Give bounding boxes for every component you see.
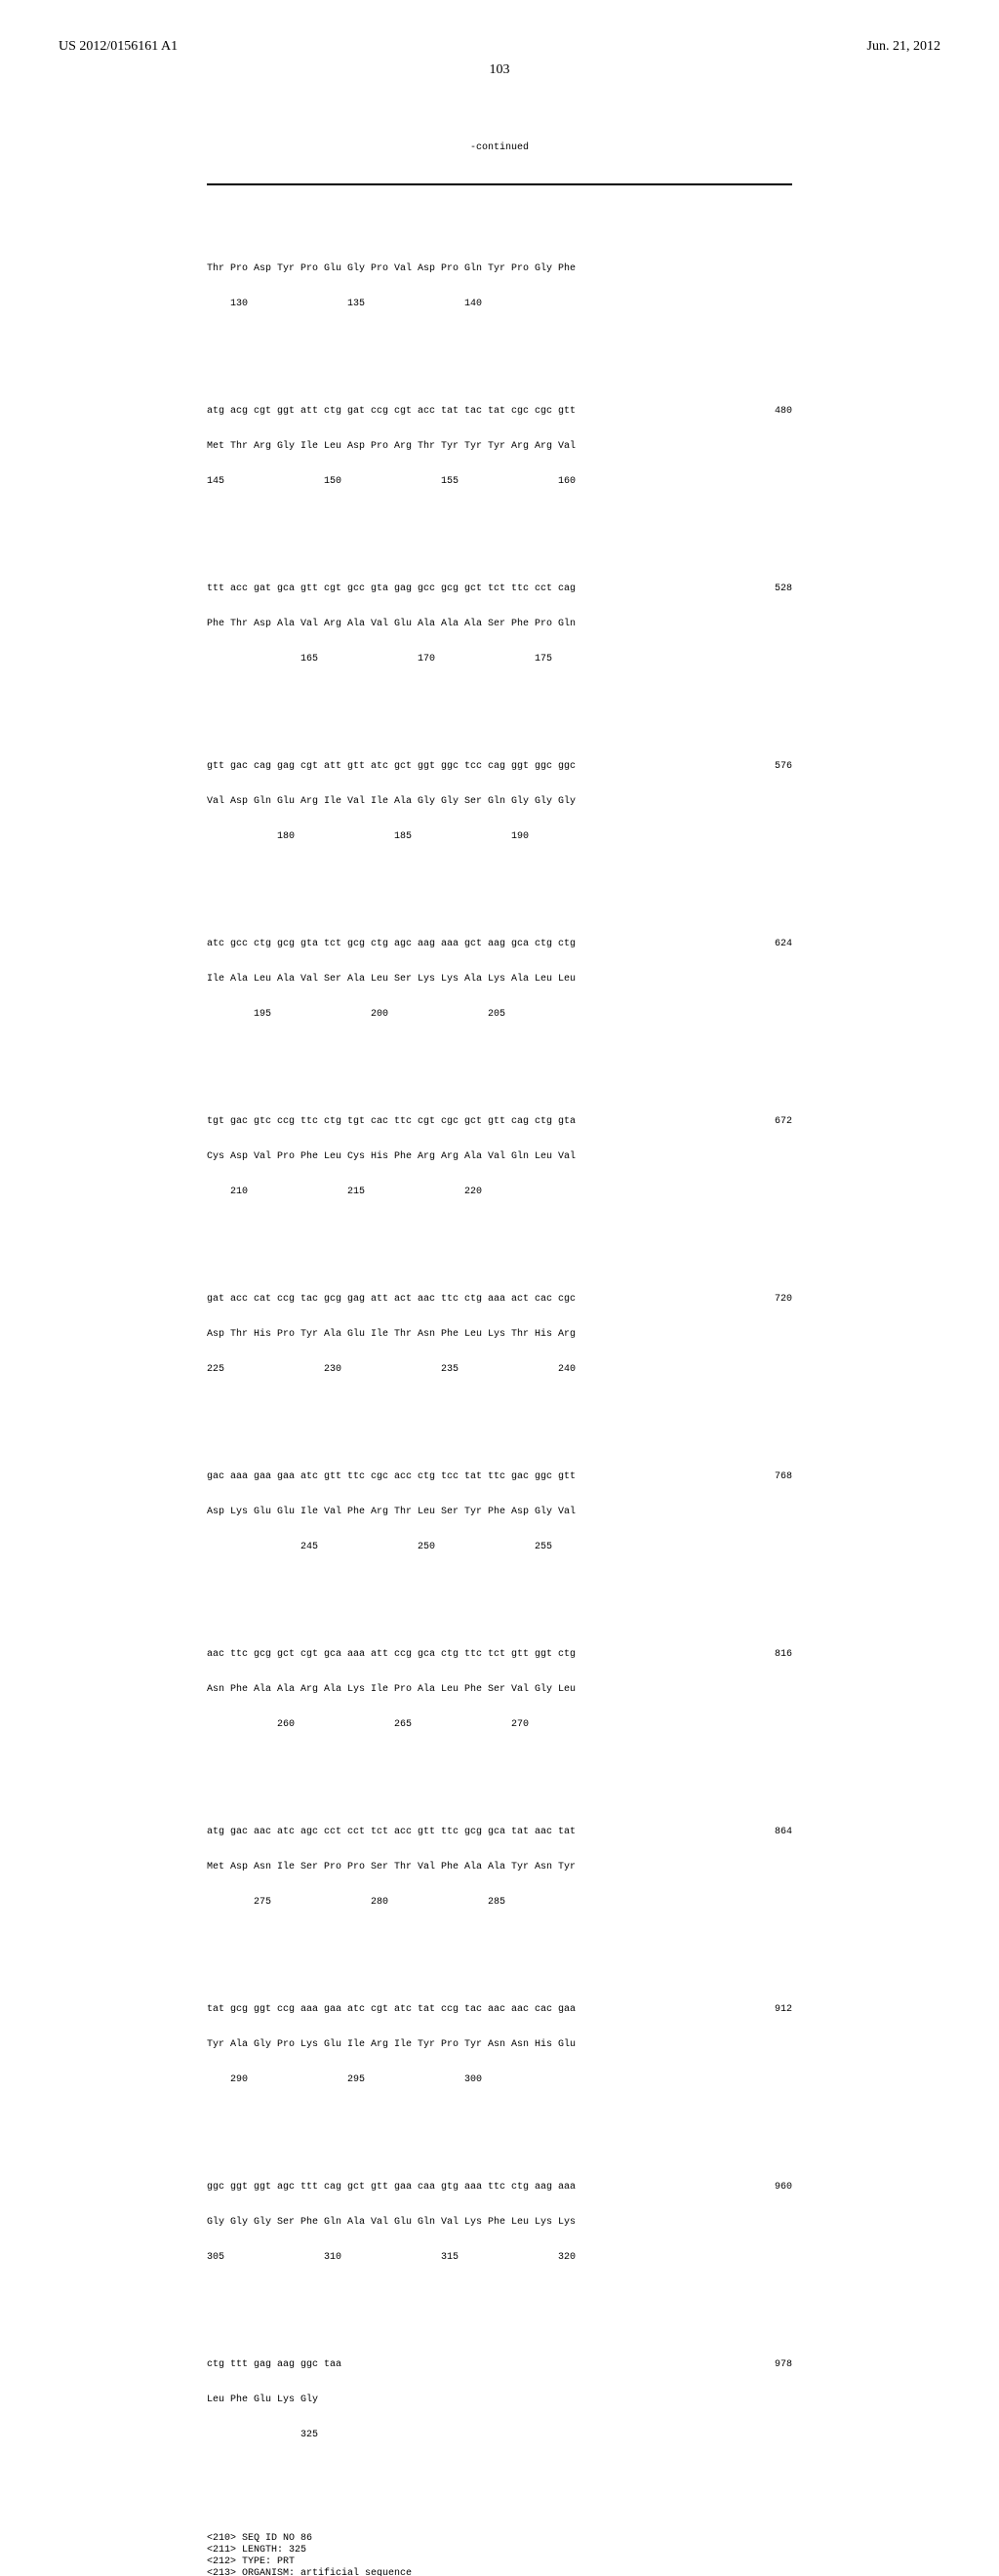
amino-line: Met Thr Arg Gly Ile Leu Asp Pro Arg Thr … <box>207 441 734 453</box>
seq-block: gat acc cat ccg tac gcg gag att act aac … <box>207 1270 792 1399</box>
pos-line: 275 280 285 <box>207 1897 734 1909</box>
nuc-pos: 528 <box>734 584 792 595</box>
continued-label: -continued <box>207 142 792 154</box>
pos-line: 305 310 315 320 <box>207 2252 734 2264</box>
pos-line: 225 230 235 240 <box>207 1364 734 1376</box>
seq-block: atg gac aac atc agc cct cct tct acc gtt … <box>207 1803 792 1932</box>
nuc-pos: 672 <box>734 1116 792 1128</box>
amino-line: Gly Gly Gly Ser Phe Gln Ala Val Glu Gln … <box>207 2217 734 2229</box>
seq-block: aac ttc gcg gct cgt gca aaa att ccg gca … <box>207 1626 792 1754</box>
amino-line: Cys Asp Val Pro Phe Leu Cys His Phe Arg … <box>207 1151 734 1163</box>
nuc-line: tgt gac gtc ccg ttc ctg tgt cac ttc cgt … <box>207 1116 734 1128</box>
top-rule <box>207 183 792 185</box>
publication-number: US 2012/0156161 A1 <box>59 39 178 55</box>
nuc-line: atg gac aac atc agc cct cct tct acc gtt … <box>207 1827 734 1838</box>
nuc-line: gtt gac cag gag cgt att gtt atc gct ggt … <box>207 761 734 773</box>
pos-line: 210 215 220 <box>207 1187 734 1198</box>
seq-block: ctg ttt gag aag ggc taa978 Leu Phe Glu L… <box>207 2336 792 2465</box>
nuc-line: gat acc cat ccg tac gcg gag att act aac … <box>207 1294 734 1306</box>
seq-block: atc gcc ctg gcg gta tct gcg ctg agc aag … <box>207 915 792 1044</box>
nuc-pos: 720 <box>734 1294 792 1306</box>
nuc-pos: 978 <box>734 2359 792 2371</box>
seq-block: gtt gac cag gag cgt att gtt atc gct ggt … <box>207 738 792 866</box>
nuc-line: atg acg cgt ggt att ctg gat ccg cgt acc … <box>207 406 734 418</box>
seq-86-header: <210> SEQ ID NO 86 <211> LENGTH: 325 <21… <box>207 2533 792 2576</box>
seq-block: ttt acc gat gca gtt cgt gcc gta gag gcc … <box>207 560 792 689</box>
seq-block: tat gcg ggt ccg aaa gaa atc cgt atc tat … <box>207 1981 792 2110</box>
seq-block: tgt gac gtc ccg ttc ctg tgt cac ttc cgt … <box>207 1093 792 1222</box>
nuc-line: ttt acc gat gca gtt cgt gcc gta gag gcc … <box>207 584 734 595</box>
nuc-pos: 768 <box>734 1471 792 1483</box>
page-header: US 2012/0156161 A1 Jun. 21, 2012 <box>59 39 940 55</box>
meta-line: <210> SEQ ID NO 86 <box>207 2533 312 2544</box>
nuc-pos: 912 <box>734 2004 792 2016</box>
nuc-line: aac ttc gcg gct cgt gca aaa att ccg gca … <box>207 1649 734 1661</box>
pos-line: 245 250 255 <box>207 1542 734 1553</box>
meta-line: <211> LENGTH: 325 <box>207 2545 306 2556</box>
nuc-pos: 624 <box>734 939 792 950</box>
seq-block: ggc ggt ggt agc ttt cag gct gtt gaa caa … <box>207 2158 792 2287</box>
meta-line: <212> TYPE: PRT <box>207 2556 295 2567</box>
amino-line: Asp Thr His Pro Tyr Ala Glu Ile Thr Asn … <box>207 1329 734 1341</box>
pos-line: 260 265 270 <box>207 1719 734 1731</box>
page-number: 103 <box>59 62 940 78</box>
nuc-pos: 960 <box>734 2182 792 2194</box>
meta-line: <213> ORGANISM: artificial sequence <box>207 2568 412 2576</box>
nuc-pos: 480 <box>734 406 792 418</box>
nuc-line: ctg ttt gag aag ggc taa <box>207 2359 734 2371</box>
seq-block: atg acg cgt ggt att ctg gat ccg cgt acc … <box>207 382 792 511</box>
sequence-listing: -continued Thr Pro Asp Tyr Pro Glu Gly P… <box>207 107 792 2576</box>
nuc-line: gac aaa gaa gaa atc gtt ttc cgc acc ctg … <box>207 1471 734 1483</box>
nuc-pos: 576 <box>734 761 792 773</box>
pos-line: 180 185 190 <box>207 831 734 843</box>
amino-line: Asp Lys Glu Glu Ile Val Phe Arg Thr Leu … <box>207 1507 734 1518</box>
publication-date: Jun. 21, 2012 <box>867 39 940 55</box>
nuc-line: ggc ggt ggt agc ttt cag gct gtt gaa caa … <box>207 2182 734 2194</box>
seq-block: gac aaa gaa gaa atc gtt ttc cgc acc ctg … <box>207 1448 792 1577</box>
amino-line: Leu Phe Glu Lys Gly <box>207 2395 734 2406</box>
pos-line: 130 135 140 <box>207 299 734 310</box>
amino-line: Phe Thr Asp Ala Val Arg Ala Val Glu Ala … <box>207 619 734 630</box>
amino-line: Thr Pro Asp Tyr Pro Glu Gly Pro Val Asp … <box>207 263 734 275</box>
nuc-pos: 816 <box>734 1649 792 1661</box>
amino-line: Asn Phe Ala Ala Arg Ala Lys Ile Pro Ala … <box>207 1684 734 1696</box>
pos-line: 195 200 205 <box>207 1009 734 1021</box>
amino-line: Ile Ala Leu Ala Val Ser Ala Leu Ser Lys … <box>207 974 734 986</box>
pos-line: 165 170 175 <box>207 654 734 665</box>
pos-line: 325 <box>207 2430 734 2441</box>
seq-block: Thr Pro Asp Tyr Pro Glu Gly Pro Val Asp … <box>207 240 792 334</box>
nuc-line: tat gcg ggt ccg aaa gaa atc cgt atc tat … <box>207 2004 734 2016</box>
amino-line: Met Asp Asn Ile Ser Pro Pro Ser Thr Val … <box>207 1862 734 1873</box>
pos-line: 290 295 300 <box>207 2074 734 2086</box>
amino-line: Tyr Ala Gly Pro Lys Glu Ile Arg Ile Tyr … <box>207 2039 734 2051</box>
amino-line: Val Asp Gln Glu Arg Ile Val Ile Ala Gly … <box>207 796 734 808</box>
pos-line: 145 150 155 160 <box>207 476 734 488</box>
nuc-pos: 864 <box>734 1827 792 1838</box>
nuc-line: atc gcc ctg gcg gta tct gcg ctg agc aag … <box>207 939 734 950</box>
